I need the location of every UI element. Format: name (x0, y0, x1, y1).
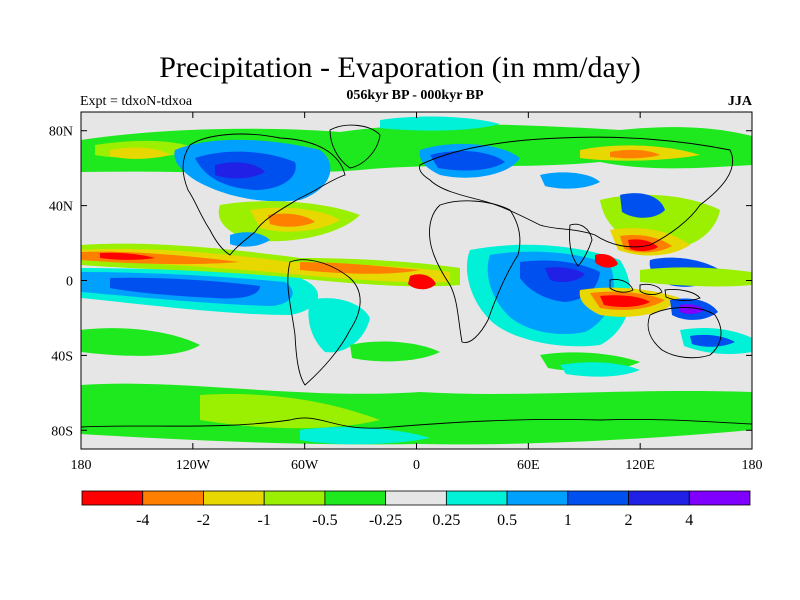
colorbar-swatch (81, 490, 144, 506)
field-region (620, 193, 665, 218)
field-layer (81, 112, 752, 449)
maritime-islands-outline (609, 279, 701, 301)
antarctica-outline (81, 417, 752, 429)
field-region (200, 394, 380, 429)
field-region (100, 252, 155, 260)
field-region (230, 232, 270, 247)
field-region (408, 274, 436, 290)
field-region (430, 150, 505, 171)
india-outline (569, 223, 593, 267)
lon-tick-label: 60E (517, 458, 540, 473)
field-region (680, 304, 704, 315)
season-label: JJA (727, 94, 752, 109)
colorbar-label: -2 (197, 512, 210, 529)
colorbar-swatch (567, 490, 629, 506)
map-title: Precipitation - Evaporation (in mm/day) (159, 51, 641, 84)
colorbar-swatch (385, 490, 447, 506)
colorbar-swatch (445, 490, 508, 506)
lon-tick-label: 120W (176, 458, 211, 473)
lon-tick-label: 120E (625, 458, 655, 473)
lat-tick-label: 80N (49, 125, 73, 140)
colorbar-swatch (142, 490, 204, 506)
colorbar-label: 0.5 (497, 512, 517, 529)
field-region (350, 341, 440, 362)
colorbar-swatch (324, 490, 387, 506)
longitude-axis: 180 120W 60W 0 60E 120E 180 (71, 112, 763, 473)
greenland-outline (329, 124, 381, 169)
north-america-outline (182, 133, 346, 256)
field-region (540, 172, 600, 189)
field-region (215, 162, 265, 179)
lat-tick-label: 80S (51, 424, 73, 439)
colorbar-label: 0.25 (432, 512, 460, 529)
colorbar-label: 2 (625, 512, 633, 529)
eurasia-outline (419, 136, 734, 248)
colorbar: -4 -2 -1 -0.5 -0.25 0.25 0.5 1 2 4 (81, 490, 751, 529)
colorbar-label: -0.5 (312, 512, 337, 529)
colorbar-swatch (688, 490, 751, 506)
field-region (110, 147, 170, 159)
field-region (300, 262, 420, 274)
experiment-label: Expt = tdxoN-tdxoa (80, 94, 193, 109)
field-region (595, 254, 618, 268)
field-region (380, 116, 500, 131)
colorbar-label: -4 (136, 512, 149, 529)
lon-tick-label: 60W (291, 458, 319, 473)
lat-tick-label: 0 (66, 275, 73, 290)
field-region (640, 267, 752, 287)
field-region (628, 239, 658, 252)
colorbar-swatch (628, 490, 690, 506)
field-region (560, 362, 640, 377)
field-region (268, 213, 315, 227)
colorbar-swatch (263, 490, 326, 506)
map-subtitle: 056kyr BP - 000kyr BP (346, 88, 484, 103)
field-region (110, 277, 260, 299)
colorbar-swatch (203, 490, 265, 506)
colorbar-label: -0.25 (369, 512, 402, 529)
field-region (690, 334, 735, 347)
field-region (610, 149, 660, 159)
colorbar-label: -1 (258, 512, 271, 529)
australia-outline (647, 307, 722, 359)
colorbar-label: 4 (685, 512, 693, 529)
colorbar-label: 1 (564, 512, 572, 529)
lon-tick-label: 180 (71, 458, 92, 473)
colorbar-swatch (506, 490, 569, 506)
field-region (308, 298, 370, 353)
lat-tick-label: 40S (51, 349, 73, 364)
field-region (81, 328, 200, 356)
latitude-axis: 80N 40N 0 40S 80S (49, 125, 752, 439)
lon-tick-label: 180 (742, 458, 763, 473)
coastlines (81, 124, 752, 429)
lat-tick-label: 40N (49, 200, 73, 215)
field-region (600, 295, 650, 307)
south-america-outline (287, 259, 361, 386)
field-region (545, 267, 585, 282)
lon-tick-label: 0 (413, 458, 420, 473)
field-region (300, 427, 430, 445)
africa-outline (429, 200, 521, 343)
